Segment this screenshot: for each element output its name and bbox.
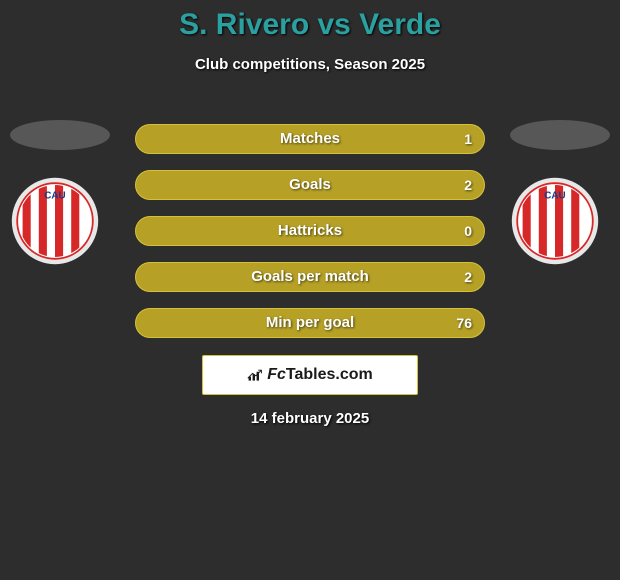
- page-subtitle: Club competitions, Season 2025: [0, 56, 620, 73]
- stat-value-right: 1: [452, 125, 484, 153]
- stat-label: Hattricks: [136, 217, 484, 245]
- brand-box: FcTables.com: [202, 355, 418, 395]
- stat-row: Goals per match2: [135, 262, 485, 292]
- stat-value-left: [136, 125, 160, 153]
- club-crest-right: CAU: [510, 176, 600, 266]
- brand-text: FcTables.com: [267, 366, 373, 384]
- stat-label: Goals: [136, 171, 484, 199]
- stat-value-right: 2: [452, 263, 484, 291]
- chart-icon: [247, 368, 263, 382]
- player-left-badge: CAU: [10, 120, 110, 271]
- stat-value-left: [136, 217, 160, 245]
- stats-panel: Matches1Goals2Hattricks0Goals per match2…: [135, 124, 485, 354]
- stat-label: Goals per match: [136, 263, 484, 291]
- stat-row: Min per goal76: [135, 308, 485, 338]
- halo-right: [510, 120, 610, 150]
- stat-value-left: [136, 263, 160, 291]
- club-crest-left: CAU: [10, 176, 100, 266]
- stat-value-right: 0: [452, 217, 484, 245]
- stat-label: Matches: [136, 125, 484, 153]
- page-title: S. Rivero vs Verde: [0, 0, 620, 42]
- crest-initials-left: CAU: [44, 191, 65, 202]
- player-right-badge: CAU: [510, 120, 610, 271]
- stat-value-left: [136, 309, 160, 337]
- stat-row: Hattricks0: [135, 216, 485, 246]
- stat-row: Matches1: [135, 124, 485, 154]
- date-label: 14 february 2025: [0, 410, 620, 427]
- infographic-root: S. Rivero vs Verde Club competitions, Se…: [0, 0, 620, 580]
- stat-value-right: 76: [444, 309, 484, 337]
- halo-left: [10, 120, 110, 150]
- stat-label: Min per goal: [136, 309, 484, 337]
- crest-initials-right: CAU: [544, 191, 565, 202]
- stat-row: Goals2: [135, 170, 485, 200]
- stat-value-right: 2: [452, 171, 484, 199]
- stat-value-left: [136, 171, 160, 199]
